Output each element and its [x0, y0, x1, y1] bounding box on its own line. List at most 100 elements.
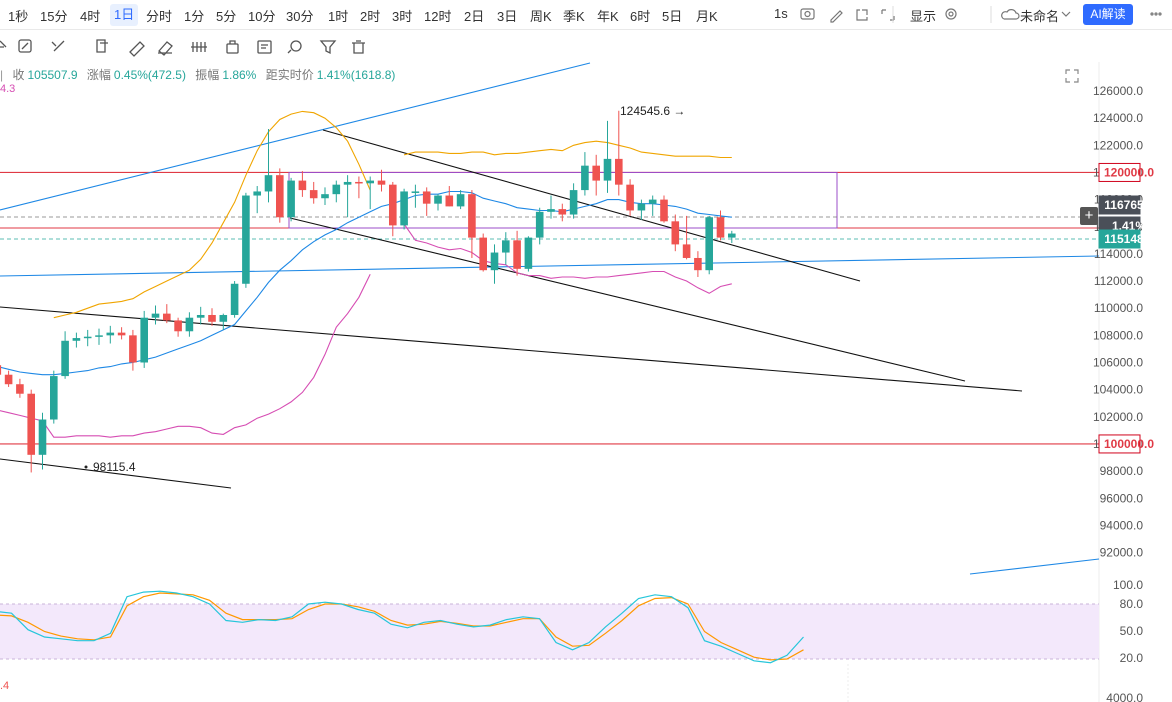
indicator-tick-4: 4000.0 — [1106, 691, 1143, 702]
candle-body-36 — [389, 184, 397, 226]
long-black-trendline — [0, 306, 1023, 392]
price-tag-bg-3 — [1098, 229, 1141, 249]
candle-body-28 — [298, 180, 307, 191]
brush-icon[interactable] — [51, 40, 65, 52]
change-value: 0.45%(472.5) — [113, 68, 186, 82]
lock-icon[interactable] — [226, 40, 239, 54]
candle-body-42 — [456, 194, 465, 207]
candle-body-29 — [309, 190, 318, 199]
candle-body-39 — [422, 191, 431, 204]
price-tick-9: 108000.0 — [1093, 328, 1143, 342]
trendline-upper-blue — [0, 62, 591, 211]
cursor-icon[interactable] — [0, 40, 7, 48]
amp-value: 1.86% — [222, 68, 257, 82]
timeframe-bar: 1秒 15分 4时 1日 分时 1分 5分 10分 30分 1时 2时 3时 12时 2日 3日 周K 季K 年K… — [0, 0, 1172, 30]
candle-body-25 — [264, 175, 273, 192]
candle-body-8 — [72, 338, 81, 341]
candle-body-60 — [660, 199, 668, 222]
measure-icon[interactable] — [191, 42, 207, 52]
lower-black-trendline — [0, 458, 232, 489]
timeframe-tab-16[interactable]: 季K — [563, 9, 585, 24]
candle-body-18 — [185, 317, 194, 332]
eraser-icon[interactable] — [158, 41, 173, 56]
candle-body-56 — [615, 158, 623, 185]
candle-body-59 — [648, 199, 657, 204]
stoch-k-line — [0, 590, 804, 664]
price-tick-12: 102000.0 — [1093, 410, 1143, 424]
candle-body-62 — [682, 244, 691, 258]
amp-label: 振幅 — [195, 68, 220, 82]
price-tick-16: 94000.0 — [1100, 518, 1144, 532]
price-tick-10: 106000.0 — [1093, 356, 1143, 370]
candle-body-58 — [637, 203, 646, 211]
display-menu[interactable]: 显示 — [910, 9, 937, 24]
timeframe-tab-20[interactable]: 月K — [696, 9, 718, 24]
candle-body-3 — [16, 384, 24, 394]
timeframe-tab-11[interactable]: 3时 — [392, 9, 413, 24]
timeframe-tab-1[interactable]: 15分 — [40, 9, 68, 24]
timeframe-tab-17[interactable]: 年K — [597, 9, 619, 24]
candle-body-21 — [219, 314, 228, 322]
candle-body-49 — [535, 211, 544, 238]
toolbar-icons — [0, 39, 365, 57]
candle-body-66 — [728, 233, 736, 238]
expand-icon[interactable] — [881, 9, 895, 21]
price-tag-4: 100000.0 — [1104, 437, 1154, 451]
candle-body-12 — [117, 332, 126, 336]
settings-gear-icon[interactable] — [945, 8, 957, 20]
candle-body-13 — [129, 335, 137, 363]
candle-body-4 — [27, 393, 35, 455]
ruler-icon[interactable] — [129, 41, 145, 57]
window-icon[interactable] — [856, 9, 868, 21]
ai-analysis-button[interactable]: AI解读 — [1083, 4, 1133, 25]
timeframe-tab-14[interactable]: 3日 — [497, 9, 518, 24]
candle-body-7 — [61, 340, 69, 377]
pen-draw-icon[interactable] — [18, 39, 32, 53]
fullscreen-icon[interactable] — [1064, 68, 1080, 84]
timeframe-tab-9[interactable]: 1时 — [328, 9, 349, 24]
candle-body-17 — [174, 320, 182, 332]
cloud-icon[interactable] — [1001, 9, 1020, 20]
timeframe-tab-3[interactable]: 1日 — [110, 4, 139, 26]
candle-body-50 — [547, 209, 555, 212]
timeframe-tab-7[interactable]: 10分 — [248, 9, 276, 24]
lasso-icon[interactable] — [287, 40, 302, 54]
timeframe-tab-12[interactable]: 12时 — [424, 9, 452, 24]
price-tick-17: 92000.0 — [1100, 546, 1144, 560]
boll-value-cut: 4.3 — [0, 83, 16, 95]
timeframe-tab-13[interactable]: 2日 — [464, 9, 485, 24]
channel-lower-line — [289, 217, 966, 382]
camera-icon[interactable] — [800, 8, 815, 20]
timeframe-tab-0[interactable]: 1秒 — [8, 9, 29, 24]
note-icon[interactable] — [257, 40, 272, 54]
indicator-value-cut: .4 — [0, 680, 10, 692]
add-alert-plus-button[interactable]: + — [1080, 207, 1098, 225]
timeframe-tab-4[interactable]: 分时 — [146, 9, 173, 24]
candle-body-40 — [434, 195, 442, 204]
edit-icon[interactable] — [830, 10, 843, 23]
timeframe-tab-2[interactable]: 4时 — [80, 9, 101, 24]
candle-body-38 — [411, 191, 420, 193]
chevron-down-icon[interactable] — [1061, 11, 1071, 17]
more-icon[interactable] — [1150, 12, 1162, 16]
candle-body-46 — [502, 240, 510, 253]
ohlc-info-line: | 收 105507.9 涨幅 0.45%(472.5) 振幅 1.86% 距实时价 1… — [0, 68, 396, 82]
magnet-icon[interactable] — [96, 39, 108, 53]
timeframe-tab-19[interactable]: 5日 — [662, 9, 683, 24]
indicator-tick-0: 100.0 — [1113, 578, 1143, 592]
layout-name[interactable]: 未命名 — [1020, 9, 1060, 24]
timeframe-tab-10[interactable]: 2时 — [360, 9, 381, 24]
timeframe-tab-6[interactable]: 5分 — [216, 9, 237, 24]
trendline-right-blue — [969, 558, 1100, 575]
interval-label[interactable]: 1s — [774, 6, 788, 21]
trash-icon[interactable] — [352, 40, 365, 54]
timeframe-tab-8[interactable]: 30分 — [286, 9, 314, 24]
price-tick-1: 124000.0 — [1093, 111, 1143, 125]
timeframe-tab-5[interactable]: 1分 — [184, 9, 205, 24]
price-tag-1: 116765.6 — [1104, 198, 1154, 212]
timeframe-tab-18[interactable]: 6时 — [630, 9, 651, 24]
timeframe-tab-15[interactable]: 周K — [530, 9, 552, 24]
candle-body-9 — [83, 336, 92, 339]
filter-icon[interactable] — [319, 40, 337, 55]
